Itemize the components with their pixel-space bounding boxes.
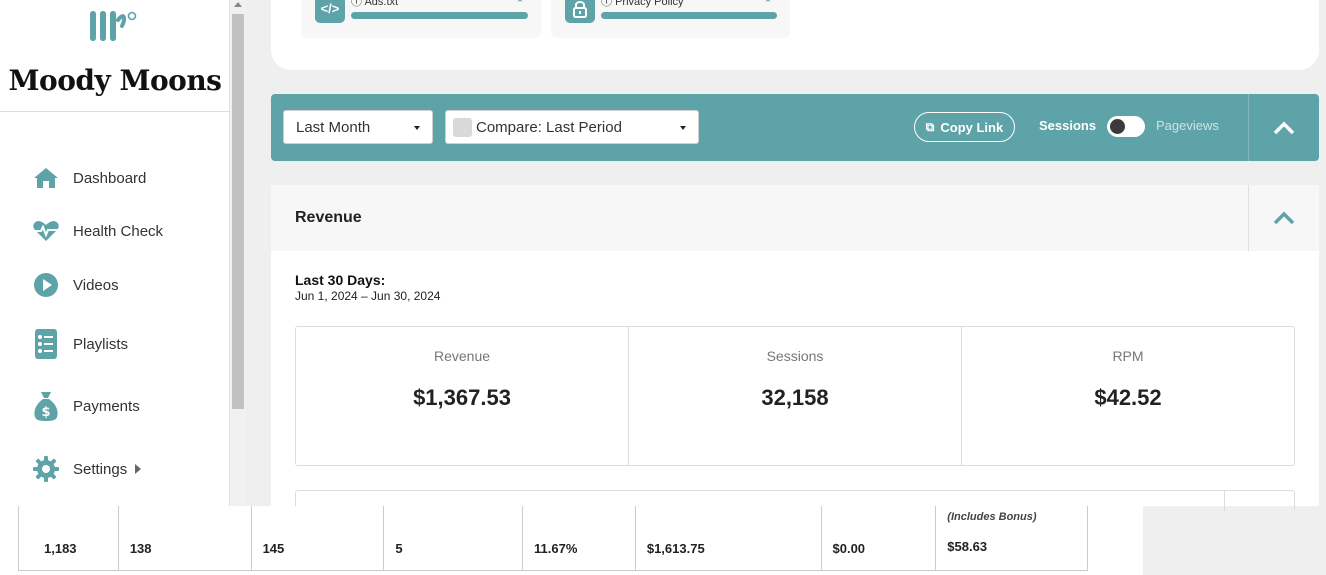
- revenue-header[interactable]: Revenue: [271, 185, 1319, 251]
- sidebar-scrollbar-thumb[interactable]: [232, 14, 244, 409]
- cell-value: $58.63: [947, 539, 988, 554]
- filter-bar: Last Month Compare: Last Period ⧉ Copy L…: [271, 94, 1319, 161]
- compare-color-swatch: [453, 117, 472, 137]
- table-cell: 11.67%: [523, 506, 636, 570]
- sidebar-item-label: Dashboard: [73, 169, 147, 187]
- chevron-right-icon: [135, 464, 142, 474]
- table-cell: $0.00: [822, 506, 937, 570]
- table-cell: $1,613.75: [636, 506, 822, 570]
- pageviews-toggle-label[interactable]: Pageviews: [1156, 118, 1219, 133]
- sidebar-item-payments[interactable]: $ Payments: [32, 392, 140, 421]
- cell-value: $0.00: [832, 541, 866, 556]
- sidebar-item-label: Settings: [73, 460, 128, 478]
- svg-text:$: $: [41, 405, 50, 420]
- copy-link-label: Copy Link: [940, 119, 1004, 135]
- star-icon: ★: [516, 0, 524, 5]
- home-icon: [32, 164, 60, 192]
- ads-txt-label: ⓘ Ads.txt: [351, 0, 398, 9]
- lock-icon: [565, 0, 595, 23]
- ads-txt-progress-bar: [351, 12, 528, 19]
- cell-value: 138: [129, 541, 152, 556]
- money-bag-icon: $: [32, 392, 60, 421]
- sidebar-item-settings[interactable]: Settings: [32, 455, 142, 483]
- star-icon: ★: [764, 0, 772, 5]
- stat-label: RPM: [1112, 348, 1144, 364]
- cell-value: 1,183: [44, 541, 77, 556]
- sidebar-item-label: Playlists: [73, 335, 129, 353]
- dropdown-arrow-icon: [414, 126, 420, 130]
- table-cell: 1,183: [19, 506, 119, 570]
- privacy-policy-progress-bar: [601, 12, 777, 19]
- filter-collapse-button[interactable]: [1248, 94, 1319, 161]
- cell-value: $1,613.75: [646, 541, 705, 556]
- code-icon: </>: [315, 0, 345, 23]
- ads-txt-card[interactable]: </> ⓘ Ads.txt ★: [301, 0, 541, 38]
- cell-value: 11.67%: [534, 541, 578, 556]
- sub-panel-divider: [1224, 491, 1225, 511]
- sessions-toggle-label[interactable]: Sessions: [1039, 118, 1097, 133]
- heartbeat-icon: [32, 217, 60, 245]
- revenue-title: Revenue: [295, 209, 362, 226]
- copy-link-button[interactable]: ⧉ Copy Link: [914, 112, 1015, 142]
- sidebar-item-dashboard[interactable]: Dashboard: [32, 164, 146, 192]
- privacy-policy-card[interactable]: ⓘ Privacy Policy ★: [551, 0, 790, 38]
- stat-sessions: Sessions 32,158: [629, 327, 962, 465]
- table-cell: (Includes Bonus) $58.63: [936, 506, 1087, 570]
- table-cell: 5: [384, 506, 524, 570]
- revenue-stats: Revenue $1,367.53 Sessions 32,158 RPM $4…: [295, 326, 1295, 466]
- stat-value: $1,367.53: [413, 385, 511, 410]
- copy-icon: ⧉: [925, 119, 935, 134]
- period-select[interactable]: Last Month: [283, 110, 433, 144]
- toggle-knob: [1110, 119, 1125, 134]
- sidebar-divider: [0, 111, 230, 112]
- stat-revenue: Revenue $1,367.53: [296, 327, 629, 465]
- table-cell: 145: [252, 506, 385, 570]
- scroll-up-arrow-icon[interactable]: [234, 2, 242, 7]
- brand-logo-icon: [90, 11, 137, 41]
- stat-value: 32,158: [761, 385, 829, 410]
- period-title: Last 30 Days:: [295, 272, 386, 288]
- chevron-up-icon: [1273, 211, 1295, 225]
- sidebar-item-label: Payments: [73, 397, 140, 415]
- cell-value: 5: [395, 541, 403, 556]
- sidebar-item-health-check[interactable]: Health Check: [32, 217, 163, 245]
- sidebar: Moody Moons Dashboard Health Check Video…: [0, 0, 230, 506]
- privacy-policy-text: Privacy Policy: [615, 0, 684, 8]
- stat-label: Sessions: [766, 348, 824, 364]
- sessions-pageviews-toggle[interactable]: [1107, 116, 1145, 137]
- table-cell: 138: [119, 506, 252, 570]
- revenue-collapse-button[interactable]: [1248, 185, 1319, 251]
- period-range: Jun 1, 2024 – Jun 30, 2024: [295, 289, 441, 303]
- dropdown-arrow-icon: [680, 126, 686, 130]
- stat-value: $42.52: [1094, 385, 1162, 410]
- compare-select[interactable]: Compare: Last Period: [445, 110, 699, 144]
- cell-value: 145: [262, 541, 285, 556]
- list-icon: [32, 329, 60, 359]
- brand-name[interactable]: Moody Moons: [8, 64, 222, 97]
- compare-select-value: Compare: Last Period: [476, 118, 622, 136]
- sidebar-item-label: Health Check: [73, 222, 164, 240]
- sidebar-item-playlists[interactable]: Playlists: [32, 329, 129, 359]
- table-row: 1,183 138 145 5 11.67% $1,613.75 $0.00 (…: [18, 506, 1088, 571]
- sidebar-item-label: Videos: [73, 276, 119, 294]
- site-health-card: </> ⓘ Ads.txt ★ ⓘ Privacy Policy ★: [271, 0, 1319, 70]
- period-select-value: Last Month: [296, 118, 371, 136]
- sidebar-item-videos[interactable]: Videos: [32, 271, 119, 299]
- revenue-panel: Revenue Last 30 Days: Jun 1, 2024 – Jun …: [271, 185, 1319, 511]
- bonus-note: (Includes Bonus): [947, 511, 1037, 523]
- bottom-table-strip: 1,183 138 145 5 11.67% $1,613.75 $0.00 (…: [0, 506, 1143, 575]
- gear-icon: [32, 455, 60, 483]
- play-circle-icon: [32, 271, 60, 299]
- ads-txt-text: Ads.txt: [364, 0, 399, 8]
- stat-rpm: RPM $42.52: [962, 327, 1294, 465]
- stat-label: Revenue: [433, 348, 491, 364]
- revenue-sub-panel: [295, 490, 1295, 511]
- privacy-policy-label: ⓘ Privacy Policy: [601, 0, 684, 9]
- chevron-up-icon: [1273, 121, 1295, 134]
